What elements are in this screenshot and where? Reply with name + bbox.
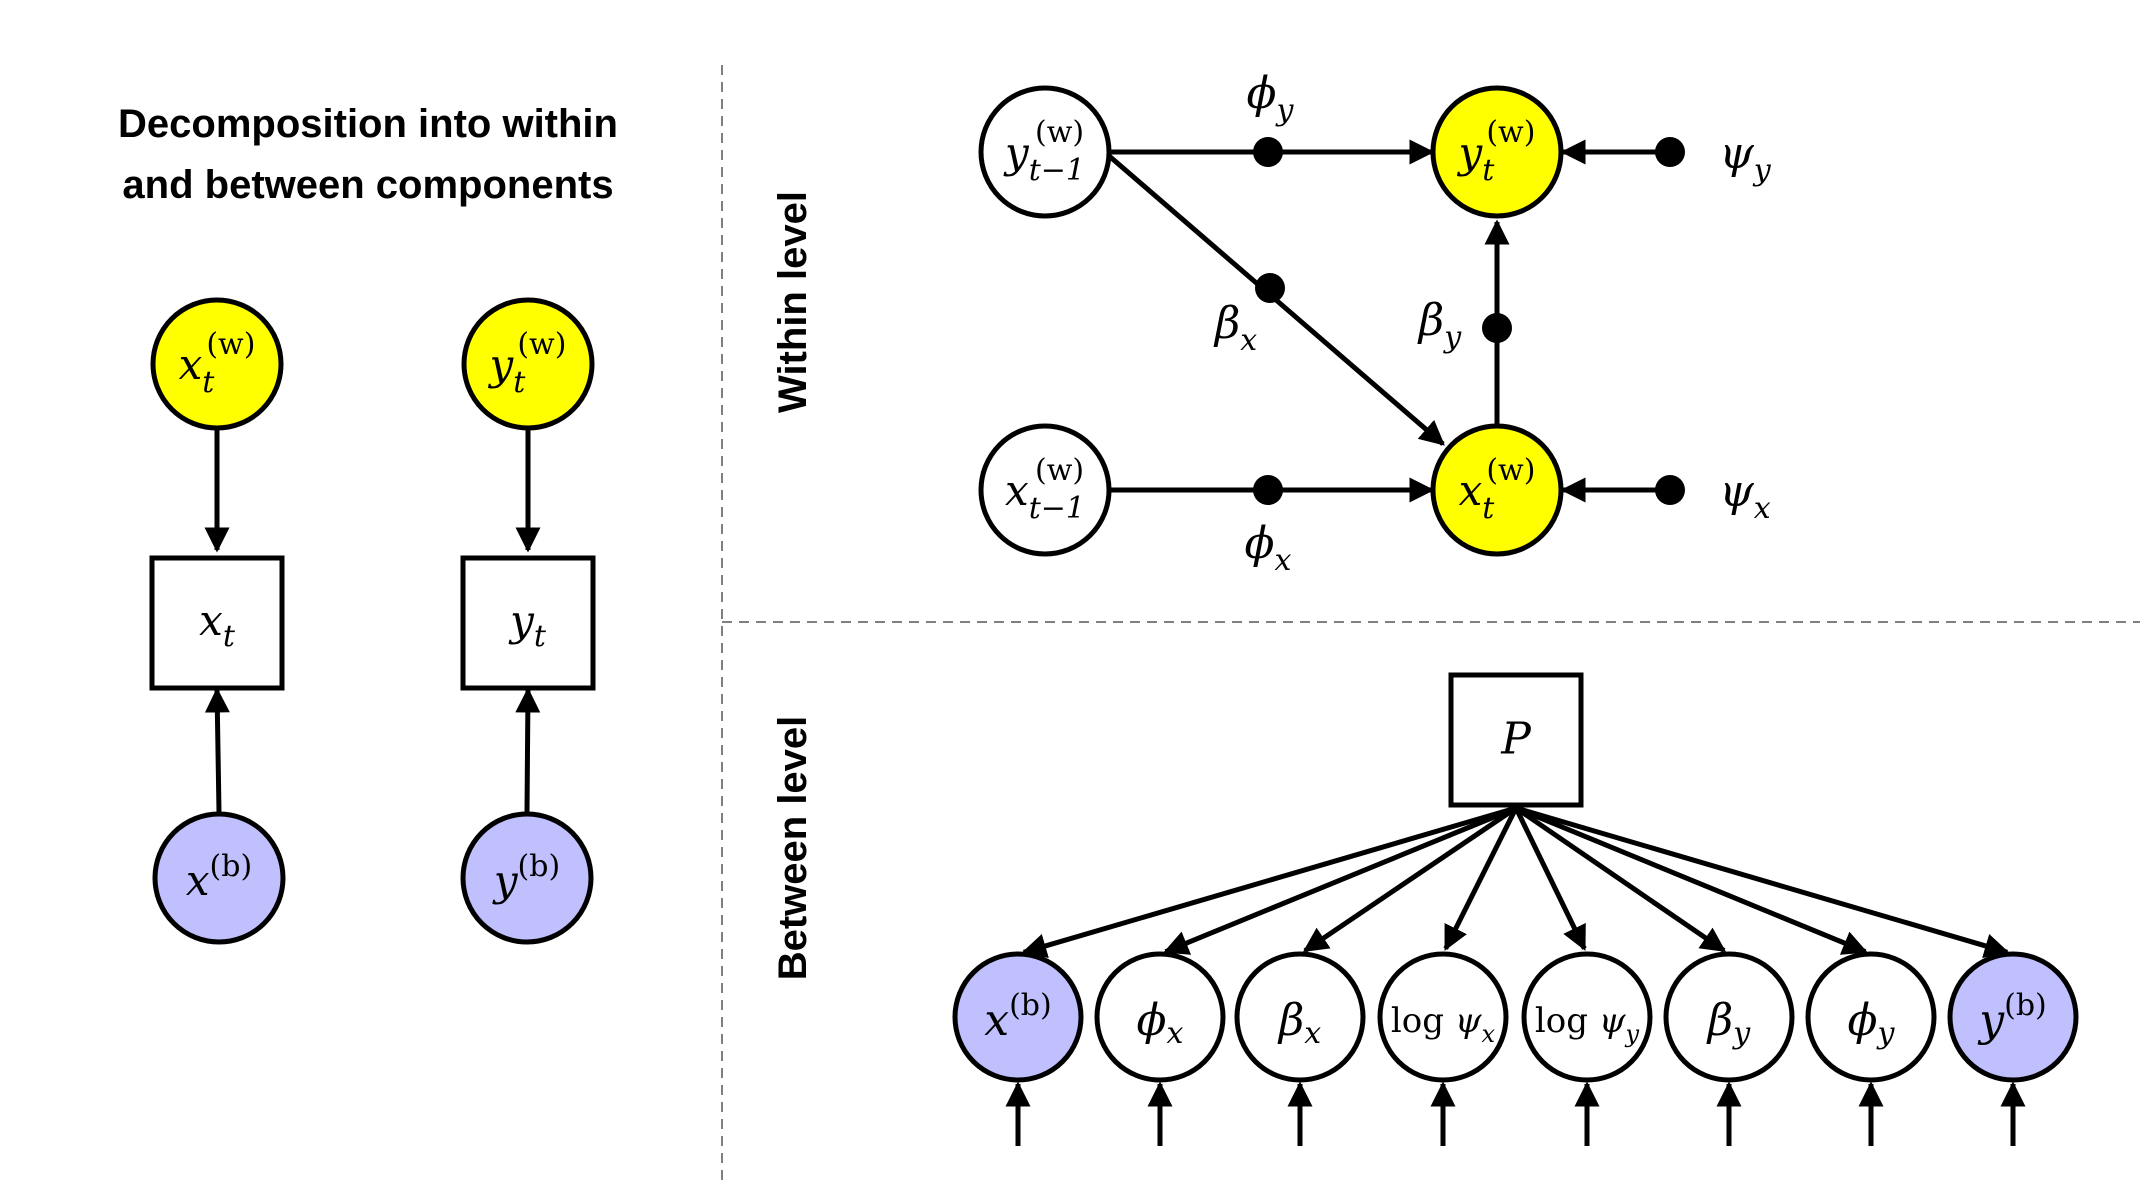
- y-observed-box: [460, 555, 596, 691]
- arrow-yb-to-yt: [515, 687, 541, 813]
- between-parameter-nodes: x(b) ϕx βx log ψx log ψy βy ϕy y(b): [952, 951, 2079, 1083]
- y-between-label: y(b): [492, 849, 560, 905]
- between-node: [1663, 951, 1795, 1083]
- predictor-box: [1448, 672, 1584, 808]
- between-node-label: ϕy: [1848, 995, 1896, 1052]
- predictor-arrow: [1163, 805, 1517, 955]
- x-current-label: xt(w): [1459, 453, 1536, 526]
- x-observed-label: xt: [199, 596, 236, 654]
- predictor-label: P: [1500, 714, 1532, 765]
- beta-y-dot: [1482, 313, 1512, 343]
- between-node: [1234, 951, 1366, 1083]
- y-lag-label: yt−1(w): [1003, 115, 1085, 188]
- between-node-label: βy: [1706, 995, 1751, 1052]
- y-observed-label: yt: [508, 596, 547, 654]
- predictor-arrow: [1021, 805, 1517, 958]
- beta-x-label: βx: [1213, 298, 1257, 358]
- between-node: [1094, 951, 1226, 1083]
- x-between-label: x(b): [186, 849, 252, 905]
- within-level-panel: yt−1(w) xt−1(w) yt(w) xt(w) ϕy ϕx βx βy …: [978, 68, 1772, 578]
- between-node-label: βx: [1277, 995, 1321, 1052]
- psi-x-dot: [1655, 475, 1685, 505]
- beta-y-label: βy: [1417, 295, 1462, 355]
- between-node-label: x(b): [984, 988, 1051, 1046]
- x-lag-node: [978, 423, 1112, 557]
- between-level-panel: P x(b) ϕx βx log ψx log ψy βy ϕy y(b): [952, 672, 2079, 1146]
- predictor-arrow: [1515, 805, 1868, 955]
- between-level-label: Between level: [771, 716, 815, 981]
- x-between-node: [152, 811, 286, 945]
- between-node: [1377, 951, 1509, 1083]
- x-observed-box: [149, 555, 285, 691]
- within-level-label: Within level: [771, 191, 815, 413]
- predictor-arrow: [1443, 806, 1519, 951]
- predictor-arrow: [1513, 806, 1587, 951]
- psi-y-dot: [1655, 137, 1685, 167]
- x-current-node: [1430, 423, 1564, 557]
- arrow-xb-to-xt: [204, 687, 230, 813]
- residual-arrows: [1005, 1081, 2026, 1146]
- y-between-node: [460, 811, 594, 945]
- x-lag-label: xt−1(w): [1005, 453, 1085, 526]
- y-within-node: [461, 297, 595, 431]
- x-within-label: xt(w): [179, 327, 256, 400]
- y-within-label: yt(w): [488, 327, 567, 400]
- diagram-title-line1: Decomposition into within: [118, 102, 618, 146]
- diagram-title-line2: and between components: [122, 163, 613, 207]
- y-current-label: yt(w): [1457, 115, 1536, 188]
- between-node: [1521, 951, 1653, 1083]
- phi-x-label: ϕx: [1245, 518, 1292, 578]
- beta-x-dot: [1255, 273, 1285, 303]
- predictor-arrow: [1515, 805, 2010, 958]
- predictor-arrows: [1021, 805, 2010, 958]
- between-node: [1947, 951, 2079, 1083]
- phi-x-dot: [1253, 475, 1283, 505]
- between-node-label: ϕx: [1137, 995, 1184, 1052]
- predictor-arrow: [1514, 805, 1727, 953]
- y-lag-node: [978, 85, 1112, 219]
- between-node-label: log ψy: [1535, 1001, 1640, 1048]
- between-node-label: y(b): [1977, 988, 2046, 1046]
- phi-y-label: ϕy: [1247, 68, 1295, 128]
- decomposition-panel: xt(w) yt(w) xt yt x(b) y(b): [149, 297, 596, 945]
- phi-y-dot: [1253, 137, 1283, 167]
- between-node-label: log ψx: [1391, 1001, 1496, 1048]
- psi-x-label: ψx: [1719, 466, 1771, 526]
- y-current-node: [1430, 85, 1564, 219]
- between-node: [952, 951, 1084, 1083]
- between-node: [1805, 951, 1937, 1083]
- predictor-arrow: [1302, 805, 1518, 953]
- x-within-node: [150, 297, 284, 431]
- psi-y-label: ψy: [1719, 128, 1772, 188]
